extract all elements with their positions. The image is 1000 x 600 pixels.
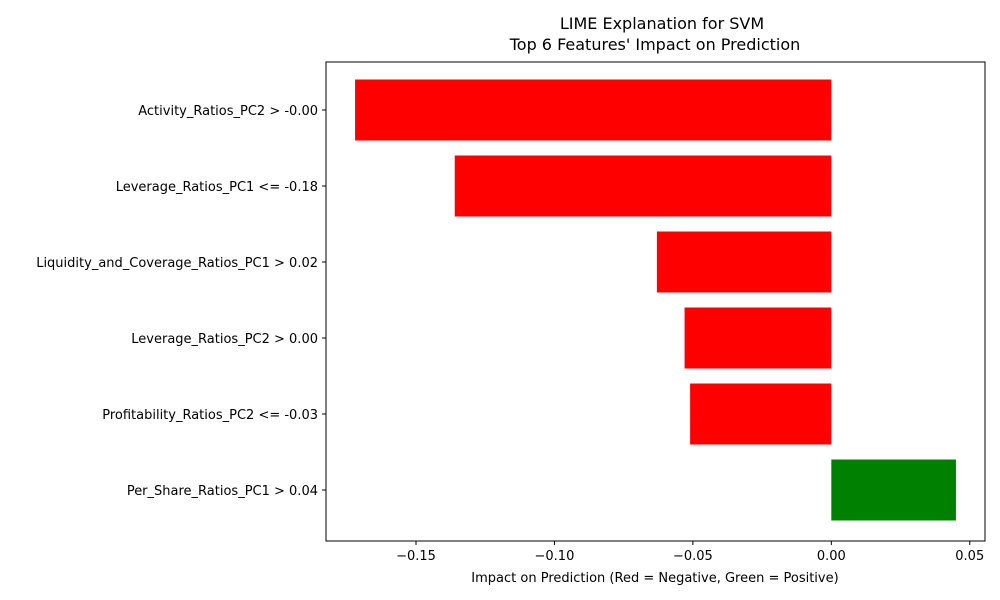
x-axis-label: Impact on Prediction (Red = Negative, Gr… xyxy=(471,571,838,586)
y-tick-label-0: Activity_Ratios_PC2 > -0.00 xyxy=(138,104,318,119)
y-tick-label-5: Per_Share_Ratios_PC1 > 0.04 xyxy=(127,484,318,499)
y-tick-label-1: Leverage_Ratios_PC1 <= -0.18 xyxy=(116,180,318,195)
x-tick-label-0: −0.15 xyxy=(396,549,436,564)
bars-group xyxy=(355,79,956,521)
bar-1 xyxy=(454,155,832,217)
x-tick-label-1: −0.10 xyxy=(535,549,575,564)
plot-frame xyxy=(325,61,986,542)
y-ticks-group: Activity_Ratios_PC2 > -0.00 Leverage_Rati… xyxy=(36,104,326,499)
bar-4 xyxy=(690,383,832,445)
y-tick-label-4: Profitability_Ratios_PC2 <= -0.03 xyxy=(102,408,318,423)
x-ticks-group: −0.15 −0.10 −0.05 0.00 0.05 xyxy=(396,541,984,564)
x-tick-label-4: 0.05 xyxy=(955,549,984,564)
bar-3 xyxy=(684,307,832,369)
bar-5 xyxy=(831,459,956,521)
x-tick-label-2: −0.05 xyxy=(673,549,713,564)
bar-0 xyxy=(355,79,832,141)
x-tick-label-3: 0.00 xyxy=(817,549,846,564)
chart-title: LIME Explanation for SVM xyxy=(560,14,764,33)
y-tick-label-2: Liquidity_and_Coverage_Ratios_PC1 > 0.02 xyxy=(36,256,318,271)
y-tick-label-3: Leverage_Ratios_PC2 > 0.00 xyxy=(131,332,318,347)
chart-subtitle: Top 6 Features' Impact on Prediction xyxy=(509,35,801,54)
bar-2 xyxy=(656,231,832,293)
